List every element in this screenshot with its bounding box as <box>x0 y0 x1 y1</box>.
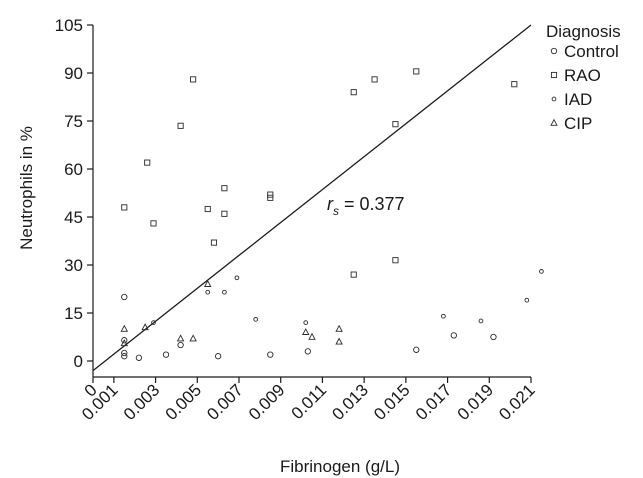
legend-label-iad: IAD <box>564 90 592 109</box>
rao-point <box>392 121 399 128</box>
y-tick-label: 0 <box>74 352 83 371</box>
x-tick-label: 0.013 <box>328 380 372 424</box>
iad-point <box>478 318 484 324</box>
control-point <box>450 332 457 339</box>
x-axis-title: Fibrinogen (g/L) <box>280 457 400 476</box>
legend-marker-cip <box>550 118 558 126</box>
iad-point <box>253 317 259 322</box>
rao-point <box>177 122 184 129</box>
control-point <box>214 353 222 360</box>
iad-point <box>441 313 446 319</box>
rao-point <box>392 257 399 264</box>
x-tick-label: 0.017 <box>412 380 456 424</box>
legend: Diagnosis Control RAO IAD CIP <box>546 22 621 133</box>
control-point <box>121 337 128 344</box>
legend-title: Diagnosis <box>546 22 621 41</box>
x-tick-label: 0.021 <box>495 380 539 424</box>
iad-point <box>151 320 156 325</box>
control-point <box>121 349 128 357</box>
x-tick-label: 0.003 <box>120 380 164 424</box>
iad-point <box>539 269 544 274</box>
y-axis-title: Neutrophils in % <box>17 126 36 250</box>
iad-point <box>205 289 211 295</box>
cip-point <box>335 337 343 345</box>
y-tick-label: 60 <box>64 160 83 179</box>
rao-point <box>413 68 420 75</box>
series-cip <box>120 279 343 347</box>
correlation-annotation: rs = 0.377 <box>327 194 405 218</box>
cip-point <box>308 332 316 340</box>
rao-point <box>511 81 518 88</box>
rao-point <box>121 204 128 211</box>
rao-point <box>144 159 151 166</box>
control-point <box>267 351 274 358</box>
iad-point <box>303 320 309 325</box>
y-tick-label: 45 <box>64 208 83 227</box>
y-tick-label: 90 <box>64 64 83 83</box>
control-point <box>162 351 170 358</box>
rao-point <box>350 271 357 278</box>
control-point <box>135 354 143 361</box>
legend-marker-control <box>550 47 558 55</box>
iad-point <box>524 297 530 303</box>
reference-line <box>92 24 532 372</box>
rao-point <box>371 76 378 83</box>
control-point <box>177 341 184 349</box>
cip-point <box>189 334 197 342</box>
rao-point <box>204 205 211 213</box>
iad-point <box>234 275 240 281</box>
x-tick-label: 0.019 <box>454 380 498 424</box>
cip-point <box>120 339 129 347</box>
rao-point <box>350 89 357 96</box>
iad-point <box>222 289 227 295</box>
control-point <box>121 293 128 301</box>
plot-axes <box>92 25 531 378</box>
control-point <box>304 348 311 355</box>
series-iad <box>151 269 544 325</box>
x-tick-label: 0.005 <box>162 380 206 424</box>
cip-point <box>301 327 310 335</box>
control-point <box>121 353 128 360</box>
control-point <box>413 346 420 353</box>
y-axis-ticks: 0 15 30 45 60 75 90 105 <box>55 16 93 371</box>
x-tick-label: 0.011 <box>288 380 331 423</box>
cip-point <box>335 324 343 332</box>
data-points <box>120 68 544 361</box>
rao-point <box>150 220 157 227</box>
cip-point <box>141 323 149 331</box>
cip-point <box>176 334 185 342</box>
rao-point <box>210 239 218 246</box>
y-tick-label: 75 <box>64 112 83 131</box>
legend-label-cip: CIP <box>564 114 592 133</box>
x-tick-label: 0.015 <box>370 380 414 424</box>
x-tick-label: 0.009 <box>245 380 289 424</box>
cip-point <box>120 324 129 332</box>
legend-label-control: Control <box>564 42 619 61</box>
rao-point <box>221 210 228 217</box>
legend-label-rao: RAO <box>564 66 601 85</box>
legend-marker-iad <box>551 96 557 102</box>
rao-point <box>267 191 274 198</box>
y-tick-label: 15 <box>64 304 83 323</box>
series-control <box>121 293 497 361</box>
rao-point <box>190 76 197 83</box>
legend-marker-rao <box>550 71 558 79</box>
y-tick-label: 30 <box>64 256 83 275</box>
y-tick-label: 105 <box>55 16 83 35</box>
x-tick-label: 0.007 <box>203 380 247 424</box>
series-rao <box>121 68 518 278</box>
cip-point <box>203 279 212 287</box>
rao-point <box>221 185 228 192</box>
rao-point <box>267 194 274 201</box>
control-point <box>490 333 497 341</box>
